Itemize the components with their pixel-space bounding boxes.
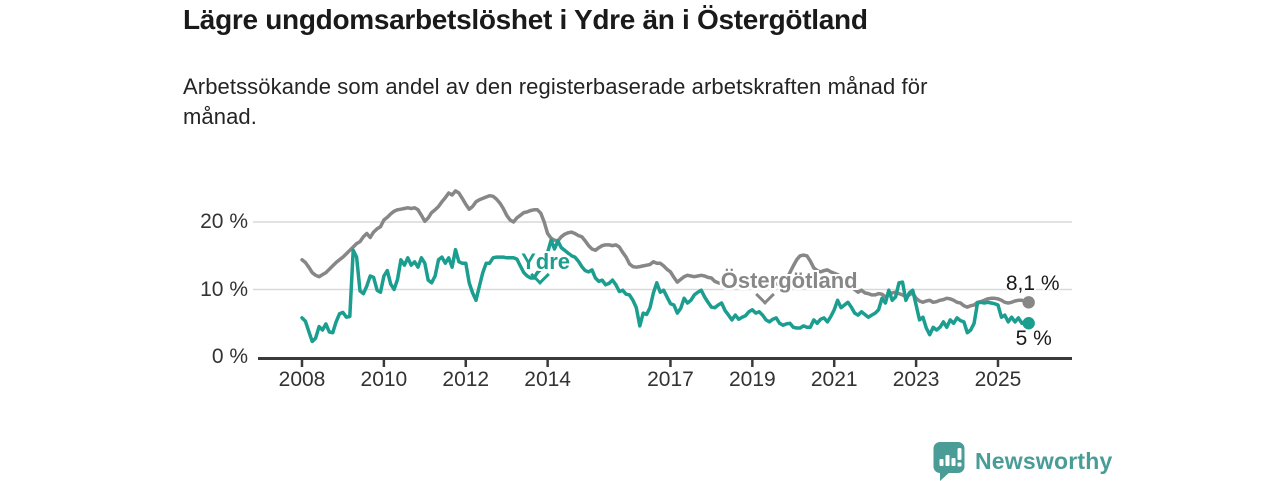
x-axis-tick-label: 2023 <box>892 368 940 391</box>
newsworthy-wordmark: Newsworthy <box>975 447 1113 474</box>
chart-subtitle-line-2: månad. <box>183 104 257 129</box>
series-line-ydre <box>300 238 1031 344</box>
series-end-dot-ydre <box>1022 317 1035 330</box>
x-axis-tick-label: 2012 <box>442 368 490 391</box>
x-axis-tick-label: 2017 <box>647 368 694 391</box>
x-axis-tick-label: 2010 <box>360 368 408 391</box>
y-axis-tick-label: 0 % <box>211 345 248 368</box>
x-axis-tick-label: 2019 <box>728 368 776 391</box>
chart-subtitle-line-1: Arbetssökande som andel av den registerb… <box>183 74 928 99</box>
series-label-ostergotland: Östergötland <box>720 267 858 293</box>
chart-title: Lägre ungdomsarbetslöshet i Ydre än i Ös… <box>183 4 868 35</box>
newsworthy-speech-bubble-bar-chart-icon <box>933 442 965 481</box>
x-axis-tick-label: 2008 <box>278 368 326 391</box>
x-axis-tick-label: 2021 <box>810 368 858 391</box>
x-axis-tick-label: 2025 <box>974 368 1022 391</box>
y-axis-tick-label: 20 % <box>200 210 248 233</box>
ydre-latest-value-label: 5 % <box>1015 327 1052 351</box>
y-axis-tick-label: 10 % <box>200 277 248 301</box>
series-label-ydre: Ydre <box>521 248 571 274</box>
chart-subtitle: Arbetssökande som andel av den registerb… <box>183 72 928 132</box>
newsworthy-logo[interactable]: Newsworthy <box>933 441 1112 481</box>
series-end-dot-östergötland <box>1022 296 1035 309</box>
ostergotland-latest-value-label: 8,1 % <box>1005 272 1060 296</box>
x-axis-tick-label: 2014 <box>524 368 571 391</box>
